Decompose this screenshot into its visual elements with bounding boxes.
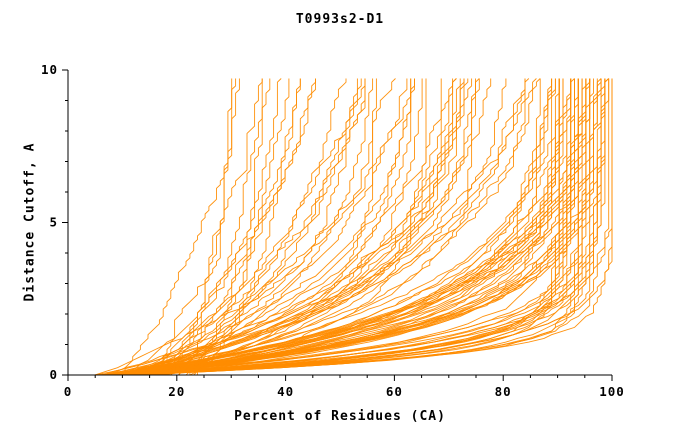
model-gdt-curve <box>121 78 461 376</box>
model-gdt-curve <box>106 78 480 376</box>
model-gdt-curve <box>109 78 610 376</box>
model-gdt-curve <box>155 78 366 376</box>
model-gdt-curve <box>132 78 610 376</box>
model-gdt-curve <box>124 78 316 376</box>
y-tick-label: 10 <box>41 62 58 77</box>
model-gdt-curve <box>147 78 442 376</box>
model-gdt-curve <box>140 78 579 376</box>
model-gdt-curve <box>140 78 541 376</box>
model-gdt-curve <box>132 78 587 376</box>
model-gdt-curve <box>151 78 271 376</box>
model-gdt-curve <box>159 78 423 376</box>
model-gdt-curve <box>132 78 591 376</box>
model-gdt-curve <box>189 78 347 376</box>
model-gdt-curve <box>136 78 362 376</box>
model-gdt-curve <box>102 78 553 376</box>
model-gdt-curve <box>117 78 606 376</box>
model-gdt-curve <box>102 78 457 376</box>
x-tick-label: 0 <box>64 384 73 399</box>
model-gdt-curve <box>132 78 610 376</box>
model-gdt-curve <box>163 78 427 376</box>
model-gdt-curve <box>98 78 606 376</box>
model-gdt-curve <box>166 78 301 376</box>
x-tick-label: 100 <box>599 384 625 399</box>
model-gdt-curve <box>140 78 454 376</box>
model-gdt-curve <box>193 78 290 376</box>
model-gdt-curve <box>197 78 301 375</box>
x-tick-label: 40 <box>277 384 294 399</box>
model-gdt-curve <box>94 78 396 376</box>
model-gdt-curve <box>189 78 358 375</box>
model-gdt-curve <box>185 78 316 376</box>
model-gdt-curve <box>121 78 602 376</box>
model-gdt-curve <box>178 78 263 376</box>
x-axis-label: Percent of Residues (CA) <box>234 409 446 424</box>
model-gdt-curve <box>94 78 465 376</box>
model-gdt-curve <box>147 78 587 376</box>
model-gdt-curve <box>120 78 240 376</box>
model-gdt-curve <box>128 78 579 376</box>
y-tick-label: 0 <box>49 367 58 382</box>
model-gdt-curve <box>121 78 553 376</box>
model-gdt-curve <box>121 78 526 376</box>
chart-title: T0993s2-D1 <box>295 12 385 27</box>
x-tick-label: 80 <box>495 384 512 399</box>
x-tick-label: 20 <box>168 384 185 399</box>
model-gdt-curve <box>121 78 579 376</box>
model-gdt-curve <box>144 78 526 376</box>
model-gdt-curve <box>128 78 412 376</box>
model-gdt-curve <box>170 78 237 376</box>
x-tick-label: 60 <box>386 384 403 399</box>
y-tick-label: 5 <box>49 215 58 230</box>
model-gdt-curve <box>136 78 606 376</box>
model-gdt-curve <box>102 78 610 376</box>
model-gdt-curve <box>144 78 587 376</box>
model-gdt-curve <box>102 78 473 376</box>
model-gdt-curve <box>105 78 507 376</box>
